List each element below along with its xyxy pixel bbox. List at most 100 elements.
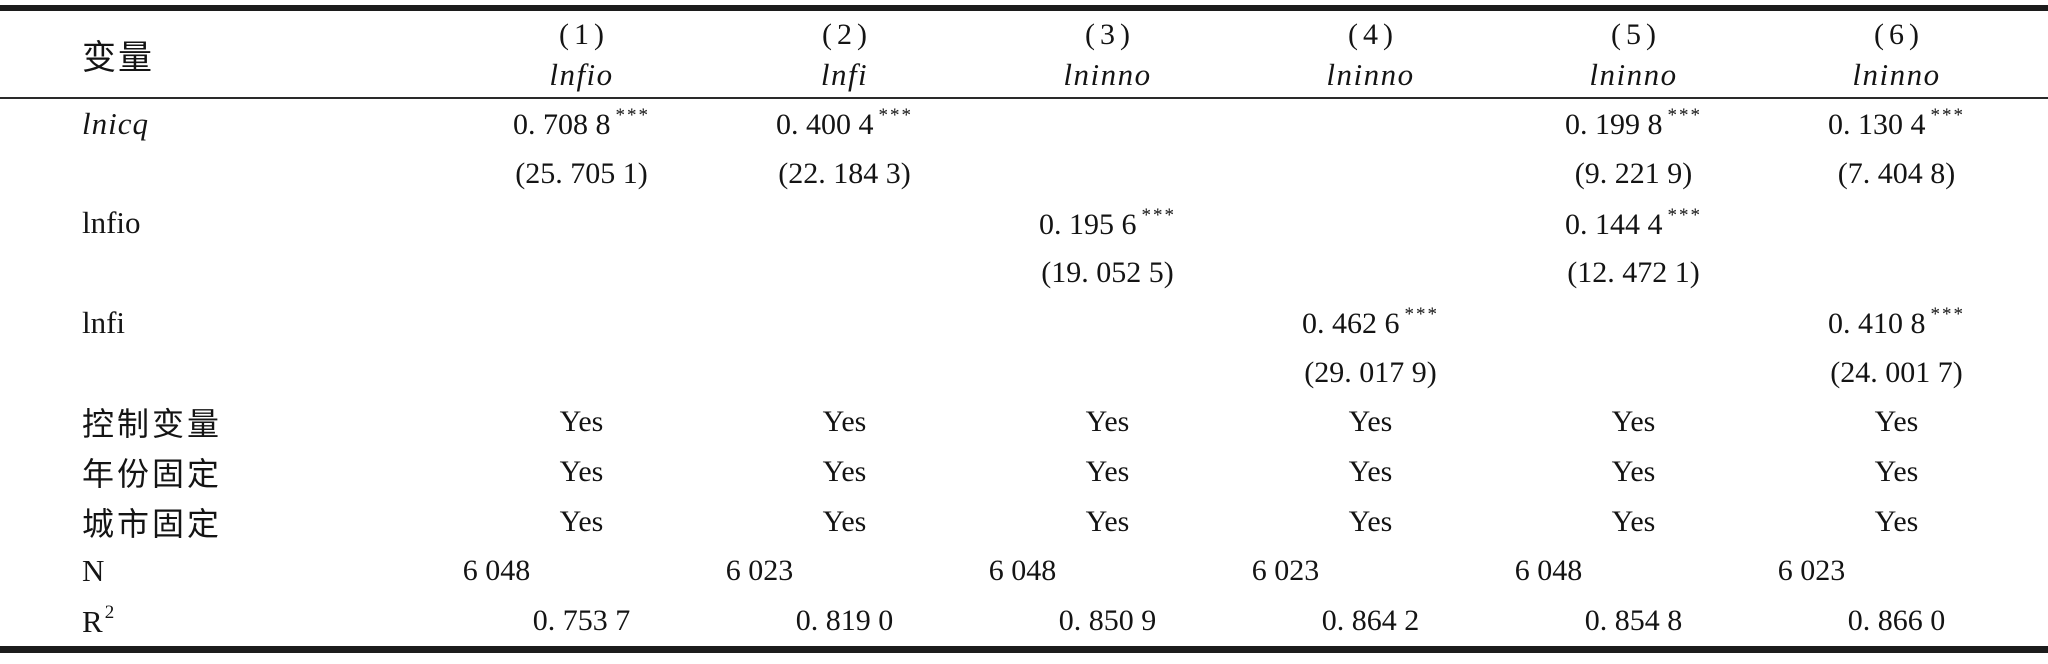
row-cells: Yes Yes Yes Yes Yes Yes (450, 455, 2028, 489)
dependent-variable: lninno (1589, 57, 1678, 92)
cell-value: Yes (1085, 405, 1130, 439)
cell-value: 0. 400 4 *** (776, 105, 913, 142)
cell-year-fixed-effects-col2: Yes (713, 455, 976, 489)
table-row-lnfi-coef: lnfi 0. 462 6 *** 0. 410 8 *** (0, 298, 2048, 348)
cell-year-fixed-effects-col3: Yes (976, 455, 1239, 489)
cell-observations-col6: 6 023 (1765, 554, 2028, 588)
table-row-lnfi-tstat: (29. 017 9) (24. 001 7) (0, 348, 2048, 398)
cell-lnicq-tstat-col4 (1239, 157, 1502, 191)
row-cells: 6 048 6 023 6 048 6 023 6 048 6 023 (450, 554, 2028, 588)
cell-observations-col4: 6 023 (1239, 554, 1502, 588)
row-cells: 0. 708 8 *** 0. 400 4 *** 0. 199 8 *** 0. 130 … (450, 105, 2028, 142)
dependent-variable: lnfio (549, 57, 614, 92)
table-row-controls: 控制变量 Yes Yes Yes Yes Yes Yes (0, 397, 2048, 447)
cell-lnicq-coef-col2: 0. 400 4 *** (713, 105, 976, 142)
significance-stars: *** (878, 105, 913, 127)
cell-lnfi-coef-col1 (450, 304, 713, 341)
cell-observations-col1: 6 048 (450, 554, 713, 588)
cell-value: (9. 221 9) (1574, 156, 1693, 190)
row-cells: 0. 195 6 *** 0. 144 4 *** (450, 205, 2028, 242)
cell-value: 6 048 (1514, 554, 1583, 588)
row-cells: (29. 017 9) (24. 001 7) (450, 356, 2028, 390)
cell-observations-col3: 6 048 (976, 554, 1239, 588)
cell-lnicq-tstat-col2: (22. 184 3) (713, 157, 976, 191)
significance-stars: *** (1667, 105, 1702, 127)
cell-value: 0. 753 7 (532, 604, 631, 638)
row-label-lnfi-coef: lnfi (82, 304, 126, 340)
variable-column-header: 变量 (82, 39, 154, 77)
column-header-4: (4) lninno (1239, 11, 1502, 97)
cell-value: Yes (1085, 504, 1130, 538)
cell-city-fixed-effects-col4: Yes (1239, 505, 1502, 539)
cell-lnicq-tstat-col1: (25. 705 1) (450, 157, 713, 191)
model-number: (3) (1085, 18, 1135, 51)
cell-city-fixed-effects-col1: Yes (450, 505, 713, 539)
model-number: (4) (1348, 18, 1398, 51)
cell-value: Yes (1874, 455, 1919, 488)
cell-lnfio-tstat-col4 (1239, 256, 1502, 290)
cell-r-squared-col5: 0. 854 8 (1502, 604, 1765, 638)
significance-stars: *** (1141, 204, 1176, 226)
cell-lnfio-coef-col3: 0. 195 6 *** (976, 205, 1239, 242)
table-row-lnicq-tstat: (25. 705 1) (22. 184 3) (9. 221 9) (7. 404 … (0, 149, 2048, 199)
cell-value: 0. 850 9 (1058, 604, 1157, 638)
cell-controls-col2: Yes (713, 405, 976, 439)
table-row-year-fixed-effects: 年份固定 Yes Yes Yes Yes Yes Yes (0, 447, 2048, 497)
cell-lnicq-coef-col4 (1239, 105, 1502, 142)
cell-city-fixed-effects-col5: Yes (1502, 505, 1765, 539)
cell-lnfi-coef-col6: 0. 410 8 *** (1765, 304, 2028, 341)
cell-city-fixed-effects-col3: Yes (976, 505, 1239, 539)
column-header-5: (5) lninno (1502, 11, 1765, 97)
row-label-observations: N (82, 553, 105, 589)
row-cells: 0. 753 7 0. 819 0 0. 850 9 0. 864 2 0. 854 8… (450, 604, 2028, 638)
table-row-lnicq-coef: lnicq 0. 708 8 *** 0. 400 4 *** 0. 199 8 *** 0.… (0, 99, 2048, 149)
cell-lnfio-tstat-col1 (450, 256, 713, 290)
cell-lnfi-coef-col2 (713, 304, 976, 341)
cell-controls-col1: Yes (450, 405, 713, 439)
cell-value: 0. 410 8 *** (1828, 304, 1965, 341)
cell-lnicq-tstat-col5: (9. 221 9) (1502, 157, 1765, 191)
cell-lnfi-coef-col5 (1502, 304, 1765, 341)
cell-observations-col2: 6 023 (713, 554, 976, 588)
cell-value: Yes (1348, 405, 1393, 439)
cell-year-fixed-effects-col6: Yes (1765, 455, 2028, 489)
significance-stars: *** (615, 105, 650, 127)
cell-controls-col4: Yes (1239, 405, 1502, 439)
cell-value: 0. 195 6 *** (1039, 204, 1176, 241)
table-row-lnfio-coef: lnfio 0. 195 6 *** 0. 144 4 *** (0, 198, 2048, 248)
column-header-1: (1) lnfio (450, 11, 713, 97)
cell-value: Yes (1085, 455, 1130, 488)
cell-controls-col3: Yes (976, 405, 1239, 439)
dependent-variable: lninno (1063, 57, 1152, 92)
significance-stars: *** (1930, 105, 1965, 127)
regression-table: 变量 (1) lnfio (2) lnfi (3) lninno (4) lninno (5) l… (0, 5, 2048, 653)
cell-controls-col5: Yes (1502, 405, 1765, 439)
model-number: (5) (1611, 18, 1661, 51)
table-row-lnfio-tstat: (19. 052 5) (12. 472 1) (0, 248, 2048, 298)
cell-lnfi-tstat-col2 (713, 356, 976, 390)
cell-value: 6 048 (462, 554, 531, 588)
significance-stars: *** (1930, 304, 1965, 326)
cell-value: Yes (559, 455, 604, 488)
cell-value: 0. 199 8 *** (1565, 105, 1702, 142)
cell-value: (24. 001 7) (1830, 355, 1963, 389)
table-body: lnicq 0. 708 8 *** 0. 400 4 *** 0. 199 8 *** 0.… (0, 99, 2048, 646)
cell-value: Yes (822, 504, 867, 538)
row-label-city-fixed-effects: 城市固定 (82, 505, 223, 542)
cell-r-squared-col2: 0. 819 0 (713, 604, 976, 638)
row-label-lnfio-coef: lnfio (82, 205, 141, 241)
model-number: (1) (559, 18, 609, 51)
column-header-2: (2) lnfi (713, 11, 976, 97)
cell-year-fixed-effects-col1: Yes (450, 455, 713, 489)
cell-value: (25. 705 1) (515, 156, 648, 190)
cell-value: (12. 472 1) (1567, 256, 1700, 290)
cell-observations-col5: 6 048 (1502, 554, 1765, 588)
cell-value: Yes (559, 504, 604, 538)
cell-value: 6 048 (988, 554, 1057, 588)
cell-year-fixed-effects-col5: Yes (1502, 455, 1765, 489)
cell-r-squared-col3: 0. 850 9 (976, 604, 1239, 638)
cell-lnfi-tstat-col1 (450, 356, 713, 390)
row-label-controls: 控制变量 (82, 406, 223, 443)
cell-lnfi-coef-col4: 0. 462 6 *** (1239, 304, 1502, 341)
